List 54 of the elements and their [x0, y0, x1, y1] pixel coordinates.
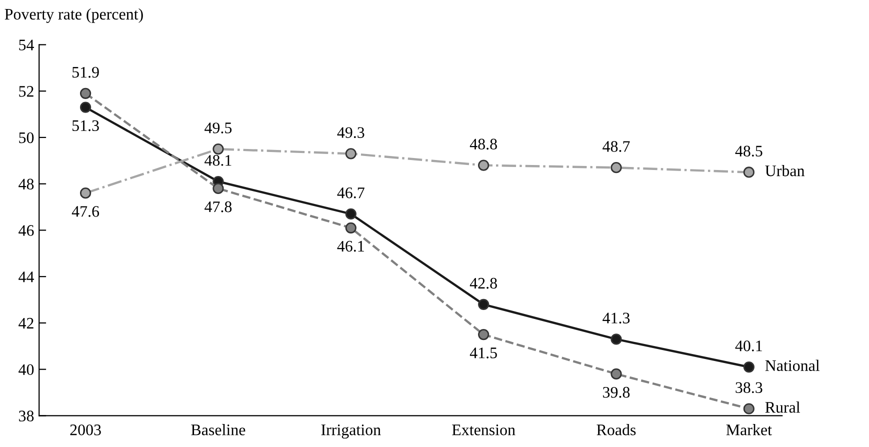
y-tick-label: 48: [18, 178, 34, 190]
point: [478, 160, 490, 171]
point: [80, 88, 92, 99]
data-label: 38.3: [736, 382, 762, 394]
data-label: 39.8: [603, 386, 630, 398]
data-label: 49.5: [204, 122, 232, 134]
y-tick-label: 42: [18, 318, 34, 328]
x-tick-label: Roads: [596, 424, 636, 436]
y-tick-label: 40: [18, 364, 34, 376]
data-label: 47.6: [72, 206, 100, 217]
y-tick-label: 54: [19, 40, 34, 50]
data-label: 48.1: [204, 154, 232, 166]
data-label: 51.9: [72, 66, 99, 78]
y-tick-label: 50: [19, 132, 34, 144]
data-label: 49.3: [337, 127, 364, 138]
y-tick-label: 46: [18, 225, 34, 236]
x-tick-label: Irrigation: [321, 424, 381, 439]
point: [80, 188, 92, 199]
data-label: 48.7: [602, 141, 630, 152]
point: [610, 368, 622, 380]
series-label: Urban: [765, 164, 805, 176]
data-label: 40.1: [735, 340, 762, 352]
x-tick-label: Extension: [452, 424, 516, 436]
y-axis-title: Poverty rate (percent): [4, 8, 143, 23]
point: [478, 328, 490, 340]
y-tick-label: 44: [18, 272, 34, 282]
point: [212, 182, 224, 194]
data-label: 46.1: [337, 240, 364, 252]
data-label: 48.5: [735, 146, 762, 157]
y-tick-label: 52: [19, 86, 34, 97]
series-label: Rural: [765, 402, 800, 413]
data-label: 51.3: [72, 120, 99, 132]
point: [345, 208, 356, 220]
point: [345, 222, 356, 234]
point: [345, 148, 356, 160]
point: [212, 143, 224, 155]
y-tick-label: 38: [19, 410, 34, 422]
x-tick-label: Baseline: [191, 424, 246, 436]
data-label: 41.3: [602, 312, 630, 324]
x-tick-label: Market: [726, 424, 772, 436]
data-label: 46.7: [337, 187, 364, 198]
point: [743, 361, 754, 373]
point: [80, 102, 92, 113]
series-label: National: [765, 360, 820, 372]
data-label: 48.8: [470, 138, 497, 150]
point: [743, 166, 754, 178]
point: [610, 334, 622, 345]
point: [743, 403, 754, 414]
point: [610, 162, 622, 174]
data-label: 47.8: [204, 201, 232, 212]
data-label: 41.5: [470, 348, 497, 358]
data-label: 42.8: [470, 278, 497, 289]
point: [478, 298, 490, 310]
x-tick-label: 2003: [70, 424, 101, 436]
